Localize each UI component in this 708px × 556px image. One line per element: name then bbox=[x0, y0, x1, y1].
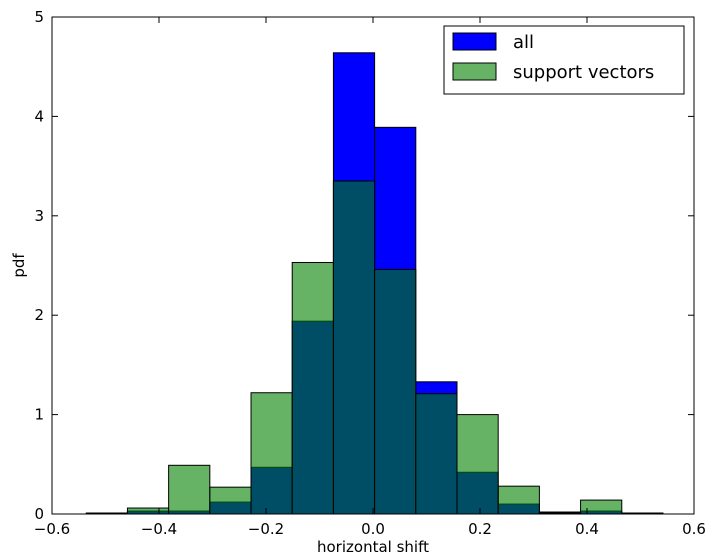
y-tick-label: 0 bbox=[34, 505, 44, 523]
y-axis-label: pdf bbox=[10, 253, 28, 278]
x-tick-label: −0.4 bbox=[141, 520, 177, 538]
bar-support-vectors-9 bbox=[497, 485, 540, 515]
x-tick-label: −0.2 bbox=[248, 520, 284, 538]
bar-support-vectors-0 bbox=[126, 507, 170, 515]
x-tick-label: −0.6 bbox=[34, 520, 70, 538]
legend-swatch-support-vectors bbox=[452, 62, 497, 81]
bar-support-vectors-5 bbox=[332, 180, 376, 515]
bar-support-vectors-3 bbox=[250, 392, 293, 515]
y-tick-label: 5 bbox=[34, 8, 44, 26]
legend-swatch-all bbox=[452, 32, 497, 51]
axis-ticks: −0.6 −0.4 −0.2 0.0 0.2 0.4 0.6 0 1 2 3 4 5 bbox=[34, 8, 706, 538]
bars-support-vectors-series bbox=[126, 180, 623, 515]
bar-support-vectors-4 bbox=[291, 262, 334, 515]
x-axis-label: horizontal shift bbox=[317, 538, 429, 556]
bar-support-vectors-1 bbox=[168, 464, 211, 515]
y-tick-label: 1 bbox=[34, 406, 44, 424]
y-tick-label: 3 bbox=[34, 207, 44, 225]
bar-support-vectors-8 bbox=[456, 414, 499, 515]
x-tick-label: 0.6 bbox=[682, 520, 706, 538]
y-tick-label: 2 bbox=[34, 306, 44, 324]
x-tick-label: 0.0 bbox=[361, 520, 385, 538]
legend-label-support-vectors: support vectors bbox=[513, 62, 654, 83]
x-tick-label: 0.2 bbox=[468, 520, 492, 538]
x-tick-label: 0.4 bbox=[575, 520, 599, 538]
bar-support-vectors-7 bbox=[415, 393, 458, 515]
bar-support-vectors-2 bbox=[209, 486, 252, 515]
legend: all support vectors bbox=[443, 25, 685, 95]
bar-support-vectors-6 bbox=[374, 268, 417, 515]
y-tick-label: 4 bbox=[34, 107, 44, 125]
legend-label-all: all bbox=[513, 32, 534, 53]
